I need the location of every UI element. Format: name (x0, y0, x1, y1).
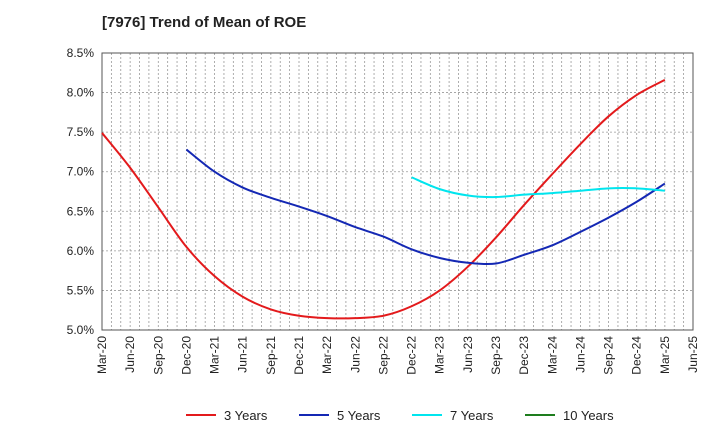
plot-frame (101, 52, 694, 331)
x-tick-label: Jun-25 (686, 336, 700, 373)
x-tick-label: Jun-20 (123, 336, 137, 373)
x-tick-label: Mar-24 (545, 336, 559, 374)
x-tick-label: Dec-20 (179, 336, 193, 375)
grid-lines (102, 52, 693, 330)
x-tick-label: Mar-22 (320, 336, 334, 374)
x-axis-ticks: Mar-20 Jun-20 Sep-20 Dec-20 Mar-21 Jun-21 Sep-… (95, 336, 700, 375)
x-tick-label: Mar-21 (208, 336, 222, 374)
series-lines (101, 79, 666, 320)
x-tick-label: Jun-22 (348, 336, 362, 373)
y-axis-ticks: 5.0% 5.5% 6.0% 6.5% 7.0% 7.5% 8.0% 8.5% (67, 46, 95, 337)
x-tick-label: Mar-25 (658, 336, 672, 374)
x-tick-label: Sep-24 (602, 336, 616, 375)
y-tick-label: 5.0% (67, 323, 95, 337)
x-tick-label: Jun-23 (461, 336, 475, 373)
x-tick-label: Sep-23 (489, 336, 503, 375)
y-tick-label: 5.5% (67, 283, 95, 297)
legend: 3 Years 5 Years 7 Years 10 Years (186, 408, 614, 423)
x-tick-label: Dec-21 (292, 336, 306, 375)
legend-label-7-years: 7 Years (450, 408, 494, 423)
x-tick-label: Sep-22 (376, 336, 390, 375)
legend-label-10-years: 10 Years (563, 408, 614, 423)
legend-label-5-years: 5 Years (337, 408, 381, 423)
x-tick-label: Dec-24 (630, 336, 644, 375)
y-tick-label: 7.0% (67, 165, 95, 179)
y-tick-label: 6.5% (67, 204, 95, 218)
series-line-5-years (185, 148, 666, 266)
x-tick-label: Jun-21 (236, 336, 250, 373)
x-tick-label: Mar-23 (433, 336, 447, 374)
x-tick-label: Sep-20 (151, 336, 165, 375)
plot-area-border (101, 52, 694, 331)
legend-label-3-years: 3 Years (224, 408, 268, 423)
y-tick-label: 8.0% (67, 86, 95, 100)
series-line-3-years (101, 79, 666, 320)
chart-title: [7976] Trend of Mean of ROE (102, 14, 307, 31)
x-tick-label: Mar-20 (95, 336, 109, 374)
y-tick-label: 7.5% (67, 125, 95, 139)
x-tick-label: Dec-23 (517, 336, 531, 375)
y-tick-label: 6.0% (67, 244, 95, 258)
y-tick-label: 8.5% (67, 46, 95, 60)
series-line-7-years (411, 176, 665, 199)
x-tick-label: Dec-22 (405, 336, 419, 375)
x-tick-label: Jun-24 (573, 336, 587, 373)
x-tick-label: Sep-21 (264, 336, 278, 375)
